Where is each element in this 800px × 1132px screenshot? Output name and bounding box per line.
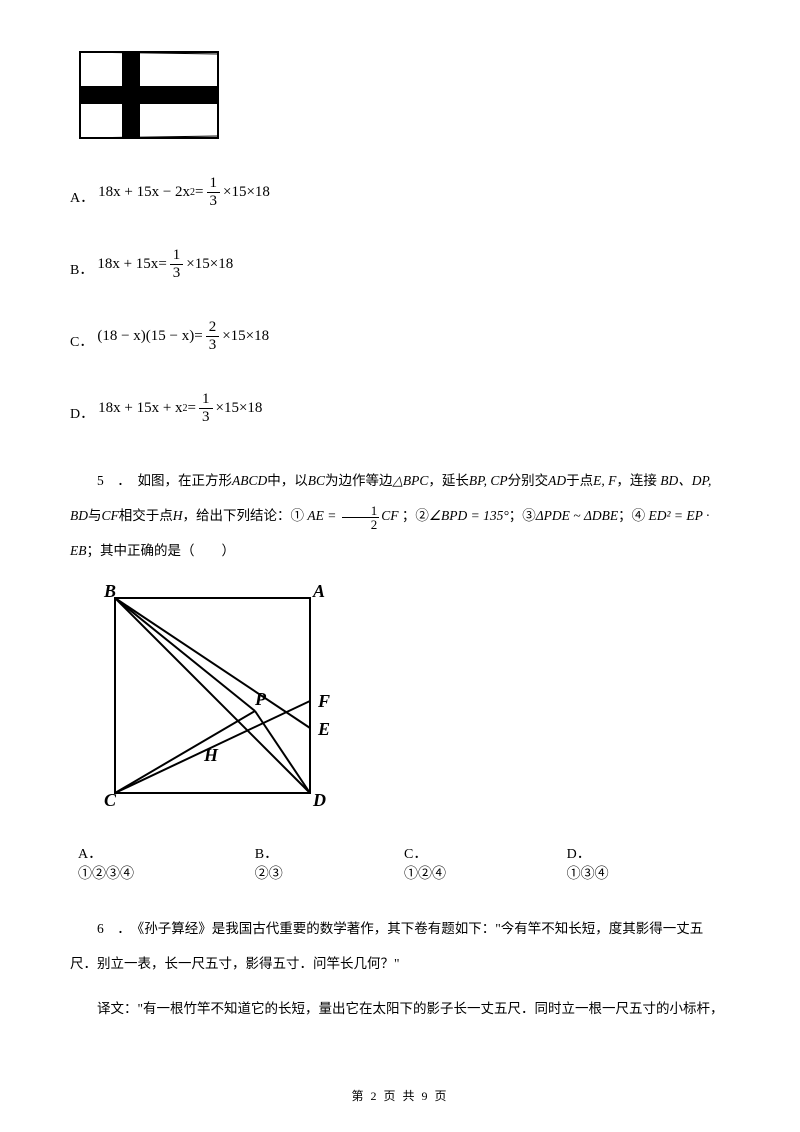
question-6-translation: 译文："有一根竹竿不知道它的长短，量出它在太阳下的影子长一丈五尺．同时立一根一尺… <box>70 991 730 1026</box>
option-a-equation: 18x + 15x − 2x2 = 13 ×15×18 <box>98 175 270 209</box>
option-c-equation: (18 − x)(15 − x) = 23 ×15×18 <box>97 319 269 353</box>
eq-lhs: 18x + 15x − 2x <box>98 184 190 201</box>
eq-lhs: (18 − x)(15 − x) <box>97 328 194 345</box>
q5-answers: A．①②③④ B．②③ C．①②④ D．①③④ <box>78 843 730 883</box>
eq-sign: = <box>188 400 196 417</box>
option-c-letter: C． <box>70 331 93 351</box>
eq-rhs: ×15×18 <box>216 400 263 417</box>
option-b-letter: B． <box>70 259 93 279</box>
answer-a: A．①②③④ <box>78 843 155 883</box>
label-B: B <box>103 583 116 601</box>
option-a: A． 18x + 15x − 2x2 = 13 ×15×18 <box>70 175 730 209</box>
square-figure: B A C D P F E H <box>90 583 730 823</box>
eq-lhs: 18x + 15x + x <box>98 400 182 417</box>
label-H: H <box>203 745 219 765</box>
eq-rhs: ×15×18 <box>223 184 270 201</box>
option-b: B． 18x + 15x = 13 ×15×18 <box>70 247 730 281</box>
label-P: P <box>254 689 267 709</box>
eq-sign: = <box>158 256 166 273</box>
option-d: D． 18x + 15x + x2 = 13 ×15×18 <box>70 391 730 425</box>
fraction: 13 <box>207 175 221 209</box>
fraction: 13 <box>170 247 184 281</box>
eq-sign: = <box>194 328 202 345</box>
flag-figure <box>78 50 730 145</box>
label-F: F <box>317 691 330 711</box>
eq-sign: = <box>195 184 203 201</box>
option-b-equation: 18x + 15x = 13 ×15×18 <box>97 247 233 281</box>
answer-b: B．②③ <box>255 843 304 883</box>
label-D: D <box>312 790 326 810</box>
option-d-letter: D． <box>70 403 94 423</box>
option-a-letter: A． <box>70 187 94 207</box>
footer-text: 第 2 页 共 9 页 <box>351 1089 448 1103</box>
label-E: E <box>317 719 330 739</box>
page-footer: 第 2 页 共 9 页 <box>0 1087 800 1104</box>
option-c: C． (18 − x)(15 − x) = 23 ×15×18 <box>70 319 730 353</box>
question-5-text: 5 ． 如图，在正方形ABCD中，以BC为边作等边△BPC，延长BP, CP分别… <box>70 463 730 568</box>
answer-d: D．①③④ <box>567 843 630 883</box>
label-C: C <box>104 790 117 810</box>
square-svg: B A C D P F E H <box>90 583 340 818</box>
flag-svg <box>78 50 220 140</box>
fraction: 13 <box>199 391 213 425</box>
option-d-equation: 18x + 15x + x2 = 13 ×15×18 <box>98 391 262 425</box>
label-A: A <box>312 583 325 601</box>
answer-c: C．①②④ <box>404 843 467 883</box>
fraction: 23 <box>206 319 220 353</box>
eq-rhs: ×15×18 <box>222 328 269 345</box>
eq-rhs: ×15×18 <box>186 256 233 273</box>
eq-lhs: 18x + 15x <box>97 256 158 273</box>
question-6-text: 6 ． 《孙子算经》是我国古代重要的数学著作，其下卷有题如下："今有竿不知长短，… <box>70 911 730 981</box>
